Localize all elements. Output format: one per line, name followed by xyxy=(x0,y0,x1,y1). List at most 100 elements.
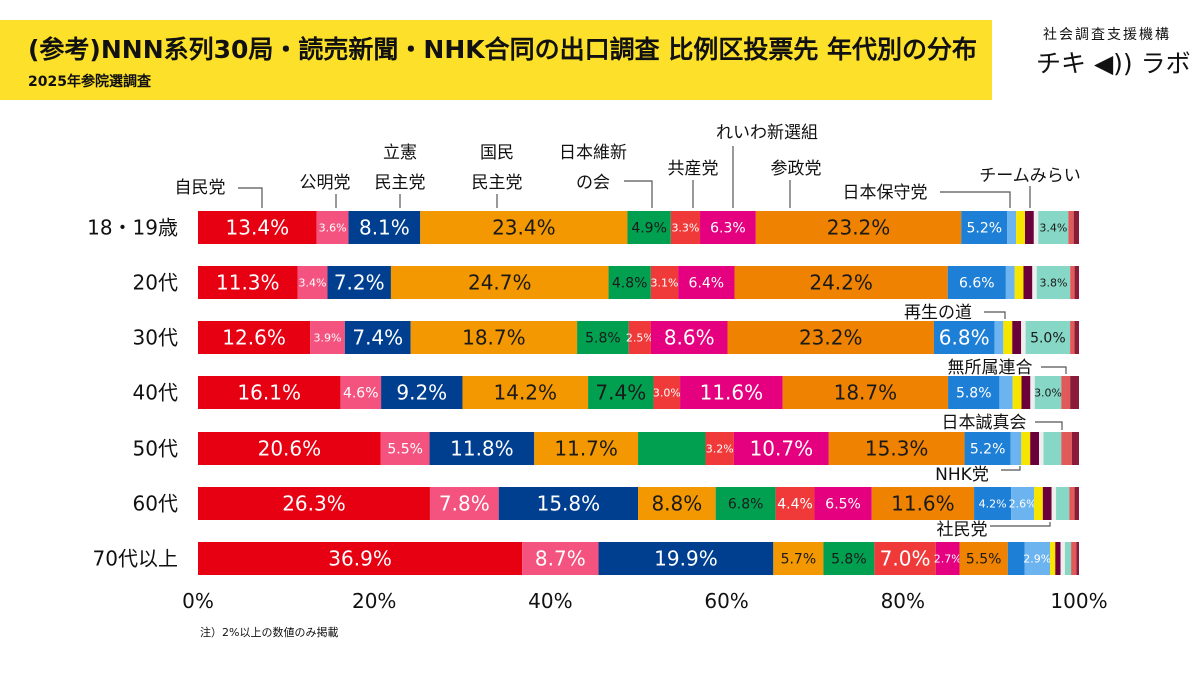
bar-segment xyxy=(1051,487,1057,520)
bar-segment xyxy=(522,542,599,575)
bar-segment xyxy=(715,487,776,520)
bar-segment xyxy=(1025,321,1071,354)
bar-segment xyxy=(1069,487,1075,520)
bar-segment xyxy=(348,211,421,244)
bar-segment xyxy=(297,266,328,299)
party-label: 民主党 xyxy=(472,173,523,193)
bar-segment xyxy=(429,487,499,520)
bar-segment xyxy=(1064,542,1072,575)
bar-segment xyxy=(823,542,875,575)
bar-segment xyxy=(390,266,609,299)
bar-segment xyxy=(310,321,345,354)
bar-segment xyxy=(1021,432,1031,465)
data-label: 6.6% xyxy=(959,276,995,292)
bar-segment xyxy=(429,432,535,465)
data-label: 6.8% xyxy=(939,326,990,350)
bar-segment xyxy=(670,211,701,244)
data-label: 2.9% xyxy=(1023,552,1051,565)
data-label: 23.2% xyxy=(799,326,863,350)
bar-segment xyxy=(1074,321,1079,354)
leader-line xyxy=(238,187,263,208)
bar-segment xyxy=(628,321,651,354)
bar-segment xyxy=(1024,211,1034,244)
data-label: 5.5% xyxy=(387,442,423,458)
data-label: 18.7% xyxy=(834,381,898,405)
bar-segment xyxy=(994,321,1004,354)
data-label: 19.9% xyxy=(654,547,718,571)
x-tick-label: 20% xyxy=(352,589,396,613)
bar-segment xyxy=(1070,266,1075,299)
bar-segment xyxy=(1012,321,1022,354)
bar-segment xyxy=(705,432,734,465)
x-tick-label: 40% xyxy=(528,589,572,613)
bar-segment xyxy=(344,321,411,354)
data-label: 3.3% xyxy=(671,221,699,234)
bar-segment xyxy=(678,266,735,299)
bar-segment xyxy=(1061,376,1071,409)
bar-segment xyxy=(1039,432,1044,465)
leader-line xyxy=(940,191,1011,208)
bar-segment xyxy=(198,376,341,409)
party-label: の会 xyxy=(576,173,610,193)
data-label: 26.3% xyxy=(282,492,346,516)
bar-segment xyxy=(1030,376,1035,409)
bar-segment xyxy=(638,432,706,465)
bar-segment xyxy=(198,542,523,575)
bar-segment xyxy=(1024,542,1051,575)
data-label: 7.4% xyxy=(352,326,403,350)
page-subtitle: 2025年参院選調査 xyxy=(28,74,151,90)
data-label: 6.8% xyxy=(728,497,764,513)
logo: チキ ◀)) ラボ xyxy=(1036,49,1191,78)
bar-segment xyxy=(874,542,936,575)
data-label: 3.8% xyxy=(1039,276,1067,289)
bar-segment xyxy=(734,266,948,299)
bar-segment xyxy=(410,321,578,354)
bar-segment xyxy=(1038,211,1069,244)
leader-line xyxy=(990,522,1051,527)
data-label: 8.7% xyxy=(535,547,586,571)
bar-segment xyxy=(1060,542,1065,575)
x-tick-label: 60% xyxy=(704,589,748,613)
bar-segment xyxy=(598,542,774,575)
bar-segment xyxy=(653,376,681,409)
data-label: 8.6% xyxy=(664,326,715,350)
data-label: 9.2% xyxy=(396,381,447,405)
bar-segment xyxy=(933,321,995,354)
leader-line xyxy=(984,311,1006,319)
data-label: 6.4% xyxy=(689,276,725,292)
bar-segment xyxy=(1071,542,1077,575)
data-label: 6.3% xyxy=(710,221,746,237)
bar-segment xyxy=(420,211,628,244)
party-label: チームみらい xyxy=(979,166,1081,186)
party-label: 自民党 xyxy=(175,178,226,198)
party-label: NHK党 xyxy=(935,465,989,485)
row-label: 50代 xyxy=(133,437,178,461)
bar-segment xyxy=(534,432,639,465)
bar-segment xyxy=(627,211,671,244)
data-label: 7.8% xyxy=(439,492,490,516)
row-label: 30代 xyxy=(133,326,178,350)
bar-segment xyxy=(198,266,298,299)
bar-segment xyxy=(1073,211,1079,244)
data-label: 11.7% xyxy=(554,437,618,461)
bar-segment xyxy=(1005,266,1015,299)
footnote: 注）2%以上の数値のみ掲載 xyxy=(200,626,339,639)
bar-segment xyxy=(1023,266,1033,299)
bar-segment xyxy=(608,266,651,299)
data-label: 8.8% xyxy=(651,492,702,516)
party-label: 日本誠真会 xyxy=(942,413,1027,433)
data-label: 36.9% xyxy=(328,547,392,571)
bar-segment xyxy=(775,487,815,520)
bar-segment xyxy=(1016,211,1025,244)
title-banner: (参考)NNN系列30局・読売新聞・NHK合同の出口調査 比例区投票先 年代別の… xyxy=(0,20,992,100)
bar-segment xyxy=(948,376,1000,409)
party-label: 参政党 xyxy=(771,159,822,179)
bar-segment xyxy=(1033,211,1039,244)
bar-segment xyxy=(1003,321,1013,354)
data-label: 18.7% xyxy=(462,326,526,350)
bar-segment xyxy=(828,432,965,465)
data-label: 23.2% xyxy=(827,216,891,240)
data-label: 2.5% xyxy=(626,331,654,344)
bar-segment xyxy=(316,211,349,244)
bar-segment xyxy=(380,432,430,465)
